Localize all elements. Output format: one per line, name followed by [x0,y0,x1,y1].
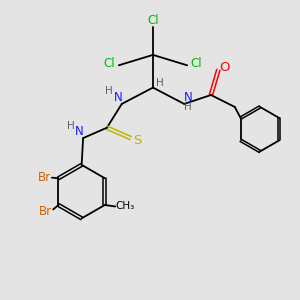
Text: N: N [75,125,84,138]
Text: Br: Br [38,171,51,184]
Text: O: O [220,61,230,74]
Text: Cl: Cl [191,57,203,70]
Text: N: N [184,91,192,104]
Text: H: H [67,121,74,130]
Text: CH₃: CH₃ [116,202,135,212]
Text: N: N [113,91,122,104]
Text: Cl: Cl [103,57,115,70]
Text: H: H [156,78,164,88]
Text: Cl: Cl [147,14,159,27]
Text: Br: Br [39,205,52,218]
Text: H: H [105,86,113,96]
Text: H: H [184,102,192,112]
Text: S: S [133,134,141,147]
